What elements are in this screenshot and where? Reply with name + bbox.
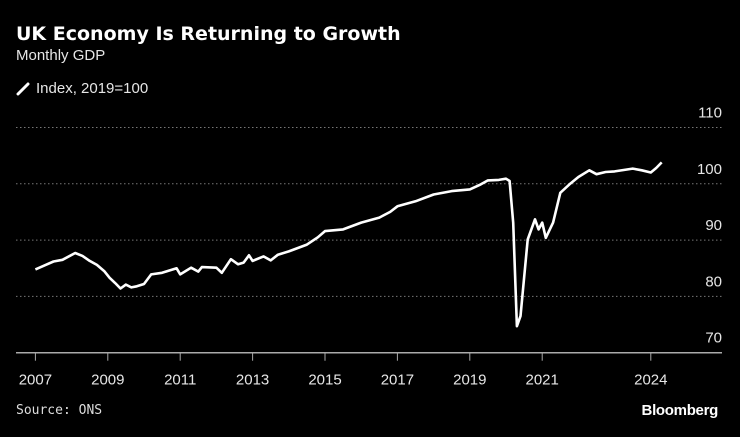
chart-subtitle: Monthly GDP	[16, 47, 106, 64]
x-tick-label: 2021	[526, 372, 559, 389]
bloomberg-logo: Bloomberg	[641, 402, 719, 419]
white-line-icon	[16, 82, 30, 95]
x-tick-label: 2007	[19, 372, 52, 389]
gdp-series-line	[34, 161, 663, 328]
y-tick-label: 90	[705, 217, 722, 234]
chart-title: UK Economy Is Returning to Growth	[16, 23, 401, 45]
y-tick-label: 110	[698, 105, 722, 122]
y-tick-label: 80	[705, 273, 722, 290]
x-tick-label: 2011	[164, 372, 196, 389]
legend: Index, 2019=100	[16, 80, 148, 97]
x-tick-label: 2024	[634, 372, 667, 389]
x-tick-label: 2019	[453, 372, 486, 389]
x-tick-label: 2009	[91, 372, 124, 389]
y-tick-label: 100	[697, 161, 722, 178]
legend-label: Index, 2019=100	[36, 80, 149, 97]
x-tick-label: 2013	[236, 372, 269, 389]
x-tick-label: 2015	[308, 372, 341, 389]
y-tick-label: 70	[705, 330, 722, 347]
x-tick-label: 2017	[381, 372, 414, 389]
source-note: Source: ONS	[16, 403, 103, 418]
